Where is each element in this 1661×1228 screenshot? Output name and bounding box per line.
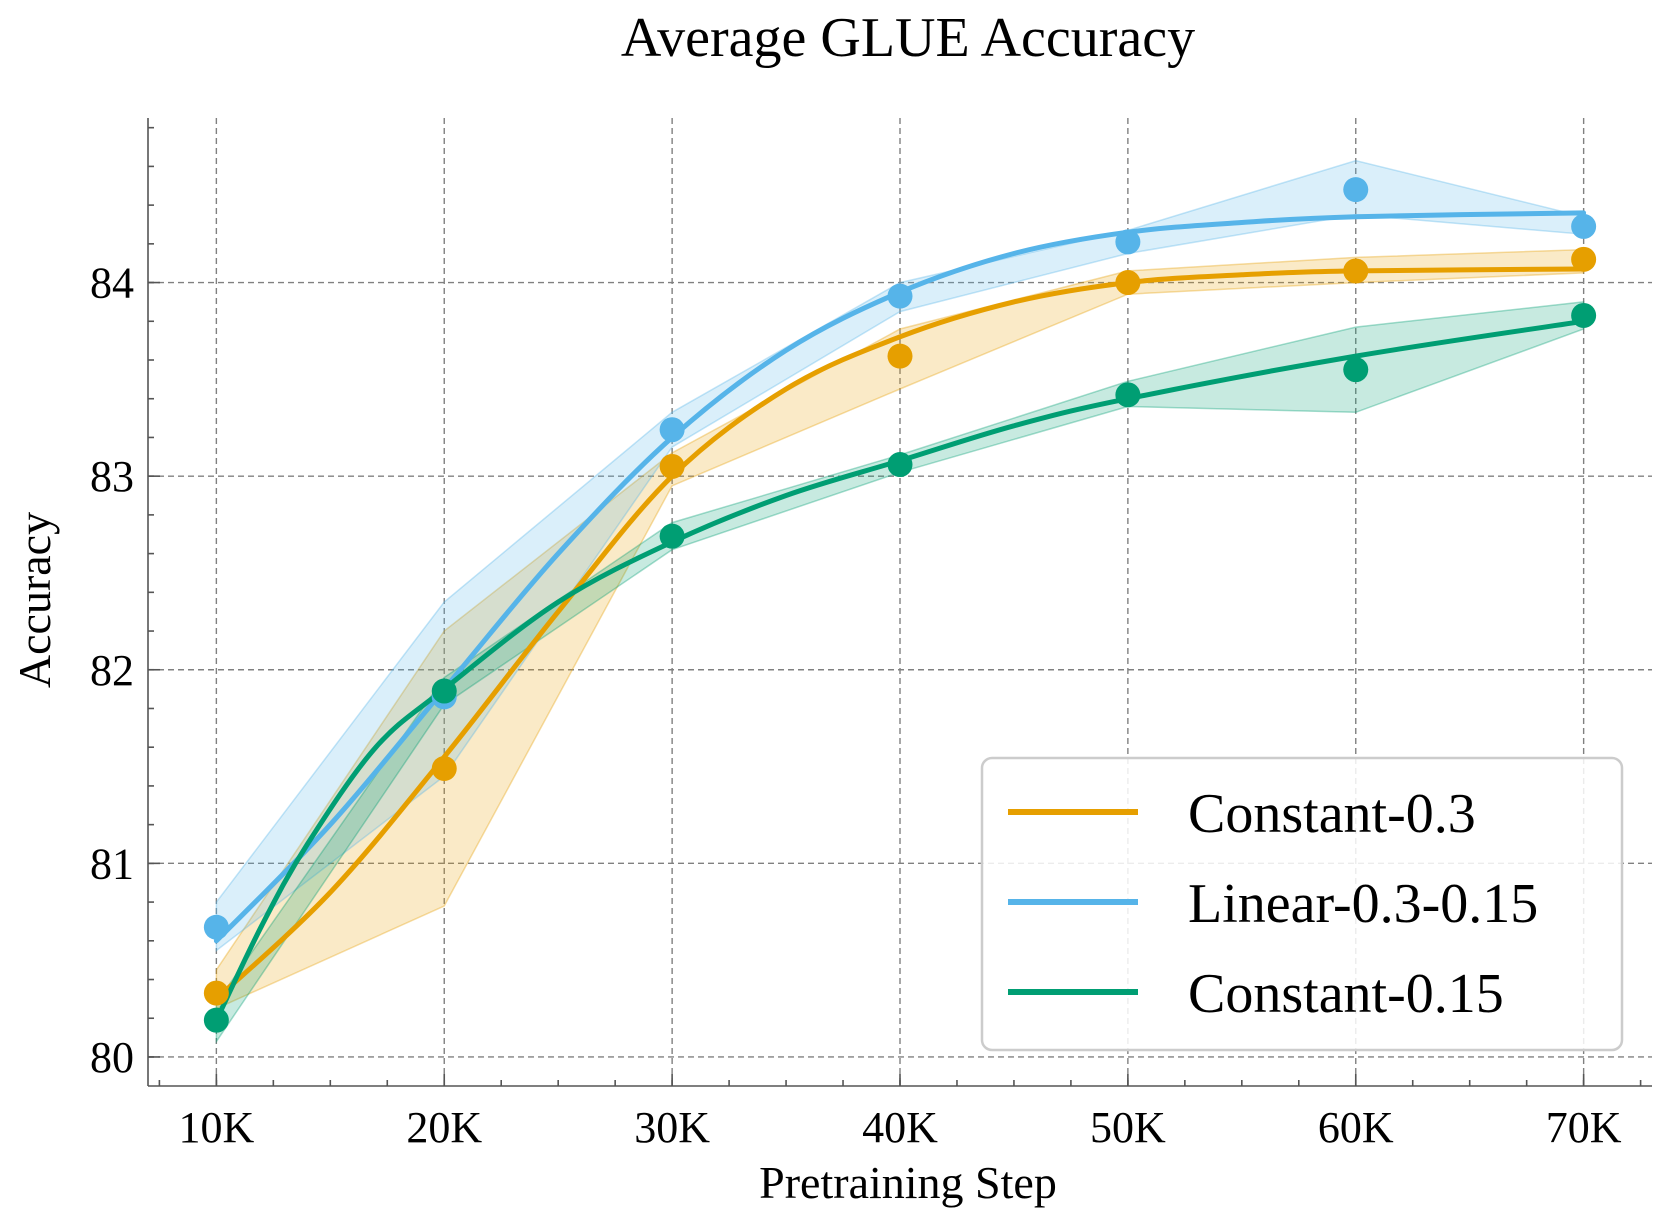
x-tick-label: 50K [1090, 1103, 1166, 1152]
data-point-2-2 [659, 523, 685, 549]
fit-line-1 [213, 210, 1587, 944]
x-tick-label: 60K [1318, 1103, 1394, 1152]
data-point-0-1 [431, 755, 457, 781]
legend: Constant-0.3 Linear-0.3-0.15 Constant-0.15 [980, 756, 1624, 1052]
chart-title: Average GLUE Accuracy [621, 7, 1195, 69]
data-point-2-6 [1571, 302, 1597, 328]
data-point-1-5 [1343, 177, 1369, 203]
grid [148, 118, 1652, 1086]
data-point-1-3 [887, 283, 913, 309]
data-points [203, 177, 1597, 1033]
x-tick-label: 20K [406, 1103, 482, 1152]
y-axis-label: Accuracy [9, 512, 60, 688]
axes: 10K 20K 30K 40K 50K 60K 70K 80 81 82 83 84 [90, 118, 1652, 1152]
fit-lines [213, 210, 1587, 1023]
legend-label-1: Linear-0.3-0.15 [1188, 873, 1538, 935]
y-tick-label: 81 [90, 839, 134, 888]
data-point-1-0 [203, 914, 229, 940]
x-tick-label: 40K [862, 1103, 938, 1152]
data-point-2-5 [1343, 357, 1369, 383]
data-point-0-5 [1343, 258, 1369, 284]
data-point-2-4 [1115, 382, 1141, 408]
y-tick-label: 82 [90, 646, 134, 695]
x-tick-label: 10K [178, 1103, 254, 1152]
legend-box [980, 756, 1624, 1052]
legend-label-2: Constant-0.15 [1188, 963, 1504, 1025]
data-point-0-6 [1571, 246, 1597, 272]
x-tick-label: 30K [634, 1103, 710, 1152]
data-point-2-0 [203, 1007, 229, 1033]
data-point-0-3 [887, 343, 913, 369]
data-point-1-6 [1571, 213, 1597, 239]
y-tick-label: 80 [90, 1033, 134, 1082]
data-point-2-1 [431, 678, 457, 704]
data-point-2-3 [887, 452, 913, 478]
fit-line-2 [213, 318, 1587, 1023]
y-tick-label: 84 [90, 259, 134, 308]
legend-label-0: Constant-0.3 [1188, 783, 1476, 845]
x-axis-label: Pretraining Step [759, 1157, 1057, 1208]
x-tick-label: 70K [1546, 1103, 1622, 1152]
fit-line-0 [213, 266, 1587, 1002]
data-point-1-2 [659, 417, 685, 443]
y-tick-label: 83 [90, 452, 134, 501]
data-point-0-4 [1115, 270, 1141, 296]
data-point-0-2 [659, 453, 685, 479]
data-point-0-0 [203, 980, 229, 1006]
confidence-band-2 [215, 301, 1585, 1044]
data-point-1-4 [1115, 229, 1141, 255]
